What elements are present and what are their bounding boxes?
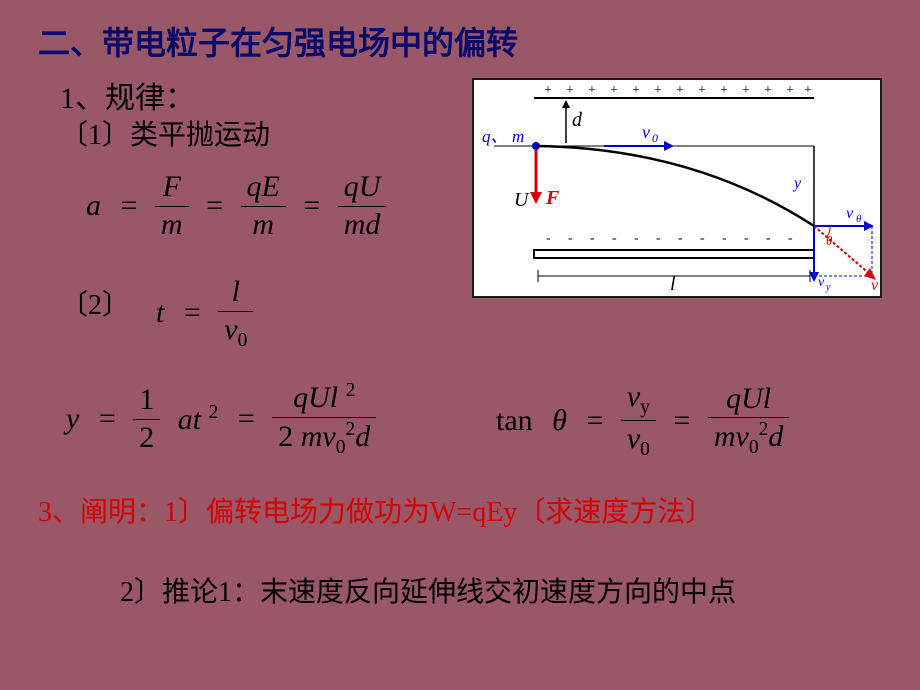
trajectory-curve [536,146,814,226]
svg-text:-: - [678,231,683,246]
svg-text:+: + [698,83,706,98]
svg-text:+: + [610,83,618,98]
svg-text:+: + [786,83,794,98]
svg-text:+: + [804,83,812,98]
svg-text:+: + [566,83,574,98]
svg-text:-: - [634,231,639,246]
equation-y: y = 1 2 at 2 = qUl 2 2 mv02d [60,380,380,459]
svg-text:-: - [546,231,551,246]
label-vy-sub: y [825,282,831,293]
svg-text:+: + [588,83,596,98]
label-vtheta: v [846,205,854,222]
equation-a: a = F m = qE m = qU md [80,170,390,242]
label-vy: v [818,275,825,290]
svg-text:-: - [766,231,771,246]
field-diagram: + + + + + + + + + + + + + - - - - - - - - - - - - d q、 m [472,78,882,298]
rule-1-1: 〔1〕类平抛运动 [60,113,270,153]
section-title: 二、带电粒子在匀强电场中的偏转 [38,18,518,64]
svg-text:+: + [676,83,684,98]
equation-t: t = l v0 [150,275,257,352]
svg-text:+: + [720,83,728,98]
label-theta: θ [826,233,833,248]
eq-t-lhs: t [150,296,170,330]
label-q: q、 [482,127,508,146]
svg-text:-: - [568,231,573,246]
label-v0: v [642,122,650,142]
equals-icon: = [115,189,144,223]
svg-text:+: + [764,83,772,98]
label-y: y [792,175,802,192]
equals-icon: = [580,404,609,438]
equals-icon: = [667,404,696,438]
svg-text:+: + [654,83,662,98]
svg-text:-: - [656,231,661,246]
label-m: m [512,127,524,146]
equation-tan: tan θ = vy v0 = qUl mv02d [490,380,793,462]
svg-text:+: + [742,83,750,98]
eq-y-at2: at 2 [172,402,225,437]
note-3: 3、阐明：1〕偏转电场力做功为W=qEy〔求速度方法〕 [38,490,713,530]
equals-icon: = [232,402,261,436]
equals-icon: = [297,189,326,223]
svg-text:-: - [722,231,727,246]
eq-y-lhs: y [60,402,85,436]
fraction-qE-m: qE m [241,170,286,242]
svg-text:-: - [788,231,793,246]
rule-1-2: 〔2〕 [60,283,130,323]
svg-text:-: - [612,231,617,246]
svg-text:+: + [544,83,552,98]
equals-icon: = [93,402,122,436]
svg-text:-: - [744,231,749,246]
label-v: v [871,277,879,294]
eq-tan-lhs-a: tan [490,404,539,438]
diagram-svg: + + + + + + + + + + + + + - - - - - - - - - - - - d q、 m [474,80,880,296]
label-U: U [514,189,530,211]
label-v0-sub: 0 [652,131,658,145]
eq-tan-lhs-b: θ [546,404,573,438]
svg-text:-: - [590,231,595,246]
fraction-l-v0: l v0 [218,275,253,352]
label-F: F [545,187,560,209]
svg-text:-: - [700,231,705,246]
equals-icon: = [178,296,207,330]
fraction-F-m: F m [155,170,189,242]
eq-a-lhs: a [80,189,107,223]
svg-text:+: + [632,83,640,98]
fraction-qU-md: qU md [338,170,387,242]
label-l: l [670,273,676,295]
fraction-half: 1 2 [133,383,160,455]
fraction-qUl: qUl mv02d [708,382,789,460]
fraction-vy-v0: vy v0 [621,380,656,462]
label-vtheta-sub: θ [856,213,862,225]
equals-icon: = [200,189,229,223]
label-d: d [572,109,583,131]
note-4: 2〕推论1：末速度反向延伸线交初速度方向的中点 [120,570,736,610]
fraction-qUl2: qUl 2 2 mv02d [272,380,376,459]
rule-heading: 1、规律： [60,73,195,117]
